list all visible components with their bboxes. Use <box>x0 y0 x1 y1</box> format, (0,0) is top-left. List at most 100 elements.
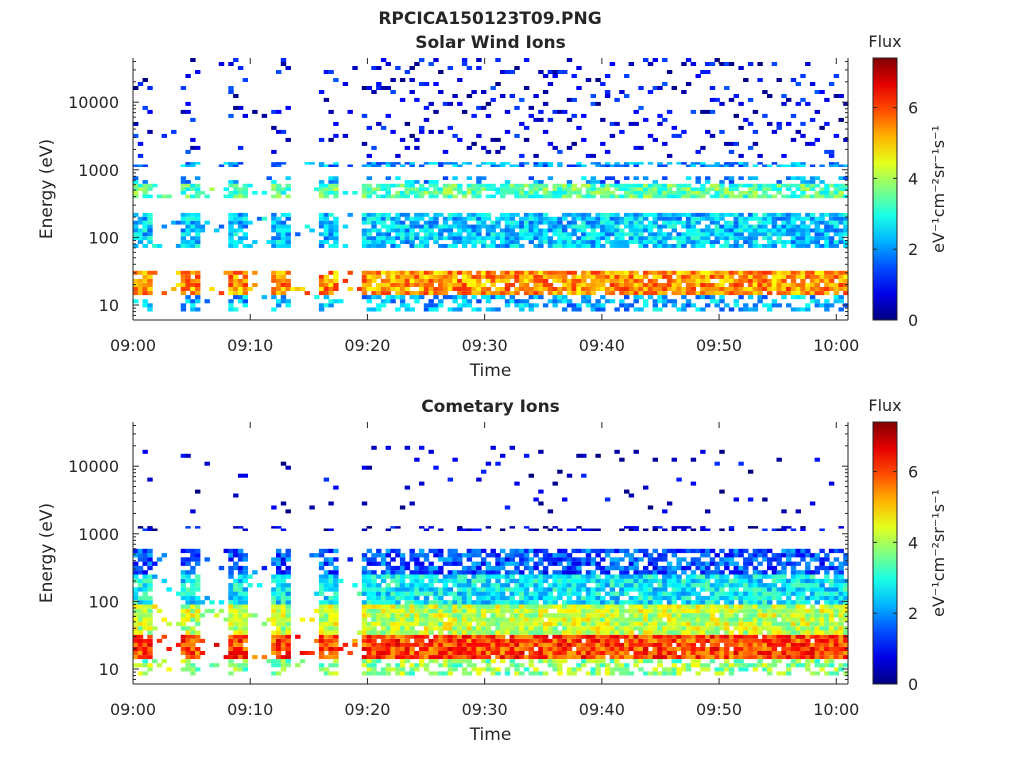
flux-cell <box>333 647 339 651</box>
flux-cell <box>276 129 282 134</box>
flux-cell <box>585 634 592 639</box>
flux-cell <box>137 671 144 676</box>
flux-cell <box>604 194 611 199</box>
flux-cell <box>409 591 415 596</box>
flux-cell <box>495 608 501 614</box>
flux-cell <box>247 220 253 225</box>
flux-cell <box>385 671 391 676</box>
flux-cell <box>409 583 415 588</box>
flux-cell <box>404 617 411 622</box>
flux-cell <box>395 591 401 596</box>
flux-cell <box>385 663 391 668</box>
flux-cell <box>423 283 430 287</box>
flux-cell <box>414 587 420 592</box>
flux-cell <box>600 141 606 146</box>
flux-cell <box>433 194 439 199</box>
flux-cell <box>452 295 458 300</box>
flux-cell <box>738 176 744 180</box>
flux-cell <box>476 194 482 199</box>
flux-cell <box>576 647 582 651</box>
flux-cell <box>495 291 501 296</box>
flux-cell <box>571 613 577 618</box>
flux-cell <box>137 647 144 651</box>
flux-cell <box>276 630 282 635</box>
flux-cell <box>357 591 363 596</box>
flux-cell <box>452 621 458 627</box>
flux-cell <box>500 595 506 601</box>
flux-cell <box>385 212 391 217</box>
flux-cell <box>404 651 411 655</box>
flux-cell <box>514 303 520 308</box>
flux-cell <box>423 105 430 110</box>
flux-cell <box>466 634 473 639</box>
flux-cell <box>399 283 406 287</box>
flux-cell <box>786 121 792 126</box>
flux-cell <box>490 278 496 283</box>
flux-cell <box>376 671 382 676</box>
flux-cell <box>781 94 787 98</box>
flux-cell <box>457 659 463 664</box>
flux-cell <box>638 224 644 229</box>
flux-cell <box>276 553 282 558</box>
flux-cell <box>409 307 415 312</box>
flux-cell <box>414 278 420 283</box>
flux-cell <box>576 162 582 165</box>
flux-cell <box>423 634 430 639</box>
flux-cell <box>838 194 844 199</box>
flux-cell <box>328 583 334 588</box>
flux-cell <box>180 86 187 90</box>
flux-cell <box>728 270 735 275</box>
flux-cell <box>790 194 797 199</box>
flux-cell <box>490 274 496 279</box>
flux-cell <box>676 270 682 275</box>
flux-cell <box>147 578 153 584</box>
flux-cell <box>533 617 539 622</box>
flux-cell <box>142 270 148 275</box>
flux-cell <box>676 283 682 287</box>
flux-cell <box>185 642 191 647</box>
flux-cell <box>442 228 449 233</box>
flux-cell <box>600 283 606 287</box>
flux-cell <box>805 228 811 233</box>
flux-cell <box>595 626 601 631</box>
flux-cell <box>595 651 601 655</box>
flux-cell <box>619 129 625 134</box>
flux-cell <box>190 655 196 660</box>
flux-cell <box>576 303 582 308</box>
flux-cell <box>781 244 787 248</box>
flux-cell <box>600 191 606 195</box>
flux-cell <box>361 642 368 647</box>
flux-cell <box>504 651 511 655</box>
flux-cell <box>838 216 844 221</box>
flux-cell <box>709 216 716 221</box>
flux-cell <box>280 663 287 668</box>
flux-cell <box>376 283 382 287</box>
flux-cell <box>461 617 468 622</box>
flux-cell <box>414 244 420 248</box>
flux-cell <box>576 274 582 279</box>
flux-cell <box>414 557 420 562</box>
flux-cell <box>390 608 396 614</box>
flux-cell <box>433 659 439 664</box>
flux-cell <box>371 66 377 70</box>
flux-cell <box>542 574 549 579</box>
flux-cell <box>533 183 539 188</box>
flux-cell <box>333 655 339 660</box>
flux-cell <box>614 162 620 165</box>
flux-cell <box>481 604 487 609</box>
flux-cell <box>323 608 330 614</box>
flux-cell <box>771 274 778 279</box>
flux-cell <box>604 228 611 233</box>
flux-cell <box>328 548 334 554</box>
flux-cell <box>457 578 463 584</box>
flux-cell <box>843 164 849 167</box>
flux-cell <box>833 299 840 304</box>
flux-cell <box>414 137 420 142</box>
flux-cell <box>323 236 330 241</box>
flux-cell <box>552 634 558 639</box>
flux-cell <box>252 270 258 275</box>
flux-cell <box>800 191 806 195</box>
flux-cell <box>285 548 291 554</box>
flux-cell <box>562 216 568 221</box>
flux-cell <box>152 626 158 631</box>
